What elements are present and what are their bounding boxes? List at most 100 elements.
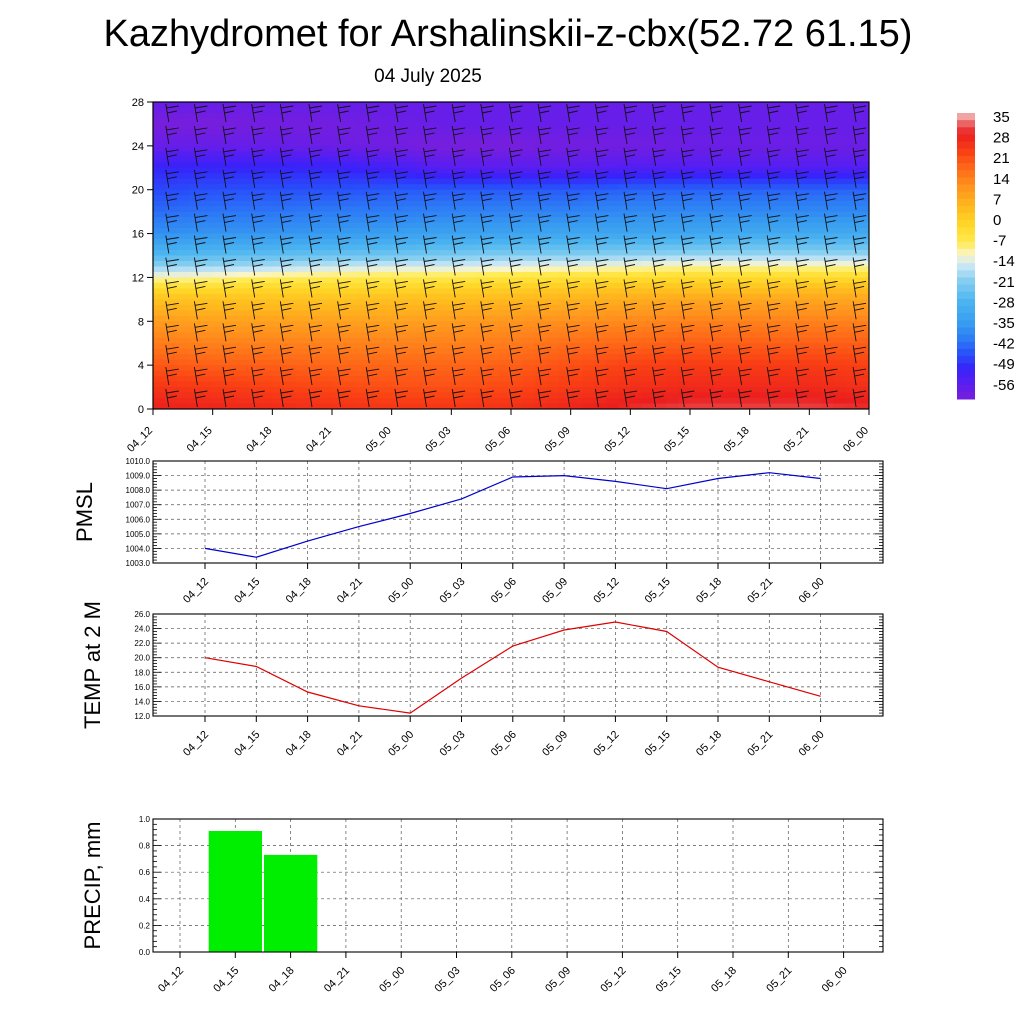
temperature-cell: [809, 387, 822, 394]
temperature-cell: [248, 217, 261, 224]
temperature-cell: [439, 343, 452, 350]
temperature-cell: [463, 260, 476, 268]
temperature-cell: [296, 200, 309, 207]
temperature-cell: [701, 134, 715, 141]
temperature-cell: [821, 239, 834, 246]
temperature-cell: [164, 392, 178, 399]
temperature-cell: [809, 343, 822, 350]
temperature-cell: [296, 102, 309, 109]
temperature-cell: [379, 403, 393, 409]
temperature-cell: [427, 293, 440, 300]
temperature-cell: [570, 271, 584, 279]
temperature-cell: [224, 266, 238, 273]
temperature-cell: [260, 134, 273, 141]
temperature-cell: [153, 365, 166, 372]
wind-barb: [337, 345, 351, 364]
wind-barb: [508, 103, 523, 123]
temperature-cell: [845, 228, 858, 235]
temperature-cell: [761, 332, 775, 339]
wind-barb: [508, 147, 523, 166]
temperature-cell: [176, 277, 190, 284]
temperature-cell: [379, 206, 393, 213]
temperature-cell: [463, 277, 476, 284]
wind-barb: [193, 235, 208, 254]
wind-barb: [480, 213, 494, 232]
temperature-cell: [343, 228, 357, 235]
temperature-cell: [594, 271, 608, 279]
wind-barb: [423, 345, 437, 364]
temperature-cell: [725, 326, 739, 333]
temperature-cell: [857, 359, 869, 366]
temperature-cell: [355, 337, 369, 344]
temperature-cell: [439, 239, 452, 246]
temperature-cell: [857, 260, 869, 268]
temperature-cell: [284, 365, 297, 372]
temperature-cell: [785, 167, 798, 174]
temperature-cell: [260, 211, 273, 218]
temperature-cell: [236, 288, 250, 295]
temperature-cell: [403, 239, 417, 246]
temperature-cell: [355, 365, 369, 372]
temperature-cell: [642, 123, 655, 131]
temperature-cell: [534, 195, 548, 202]
wind-barb: [623, 235, 638, 254]
temperature-cell: [833, 376, 846, 383]
temperature-cell: [188, 315, 202, 322]
temperature-cell: [248, 134, 261, 141]
temperature-cell: [499, 354, 512, 361]
temperature-cell: [654, 299, 667, 306]
temperature-cell: [785, 299, 798, 306]
temperature-cell: [367, 282, 381, 289]
temperature-cell: [499, 370, 512, 377]
temperature-cell: [678, 348, 691, 355]
temperature-cell: [630, 184, 643, 191]
temperature-cell: [475, 266, 488, 273]
temperature-cell: [701, 370, 715, 377]
wind-barb: [824, 169, 838, 188]
temperature-cell: [487, 145, 500, 152]
temperature-cell: [606, 398, 619, 405]
temperature-cell: [224, 370, 238, 377]
temperature-cell: [200, 211, 214, 218]
temperature-cell: [320, 288, 333, 295]
wind-barb: [165, 323, 179, 342]
temperature-cell: [558, 376, 572, 383]
temperature-cell: [451, 370, 464, 377]
temperature-cell: [487, 228, 500, 235]
temperature-cell: [248, 244, 261, 251]
temperature-cell: [391, 134, 405, 141]
temperature-cell: [522, 145, 536, 152]
temperature-cell: [761, 145, 775, 152]
x-tick-label: 05_00: [377, 965, 407, 995]
temperature-field: [153, 102, 869, 409]
temperature-cell: [487, 140, 500, 147]
temperature-cell: [666, 376, 679, 383]
temperature-cell: [343, 354, 357, 361]
temperature-cell: [343, 365, 357, 372]
temperature-cell: [630, 277, 643, 284]
temperature-cell: [439, 282, 452, 289]
temperature-cell: [642, 376, 655, 383]
wind-barb: [279, 213, 294, 232]
wind-barb: [766, 345, 781, 364]
temperature-cell: [176, 343, 190, 350]
wind-barb: [852, 191, 867, 210]
temperature-cell: [666, 244, 679, 251]
temperature-cell: [725, 315, 739, 322]
temperature-cell: [725, 151, 739, 158]
y-tick-label: 20.0: [134, 654, 150, 663]
wind-barb: [193, 147, 208, 166]
temperature-cell: [857, 332, 869, 339]
x-tick-label: 05_18: [694, 729, 724, 759]
temperature-cell: [534, 321, 548, 328]
temperature-cell: [618, 211, 631, 218]
temperature-cell: [773, 392, 787, 399]
temperature-cell: [188, 288, 202, 295]
temperature-cell: [343, 145, 357, 152]
temperature-cell: [415, 156, 429, 163]
temperature-cell: [678, 387, 691, 394]
temperature-cell: [367, 233, 381, 240]
temperature-cell: [176, 365, 190, 372]
temperature-cell: [725, 403, 739, 409]
temperature-cell: [690, 239, 703, 246]
